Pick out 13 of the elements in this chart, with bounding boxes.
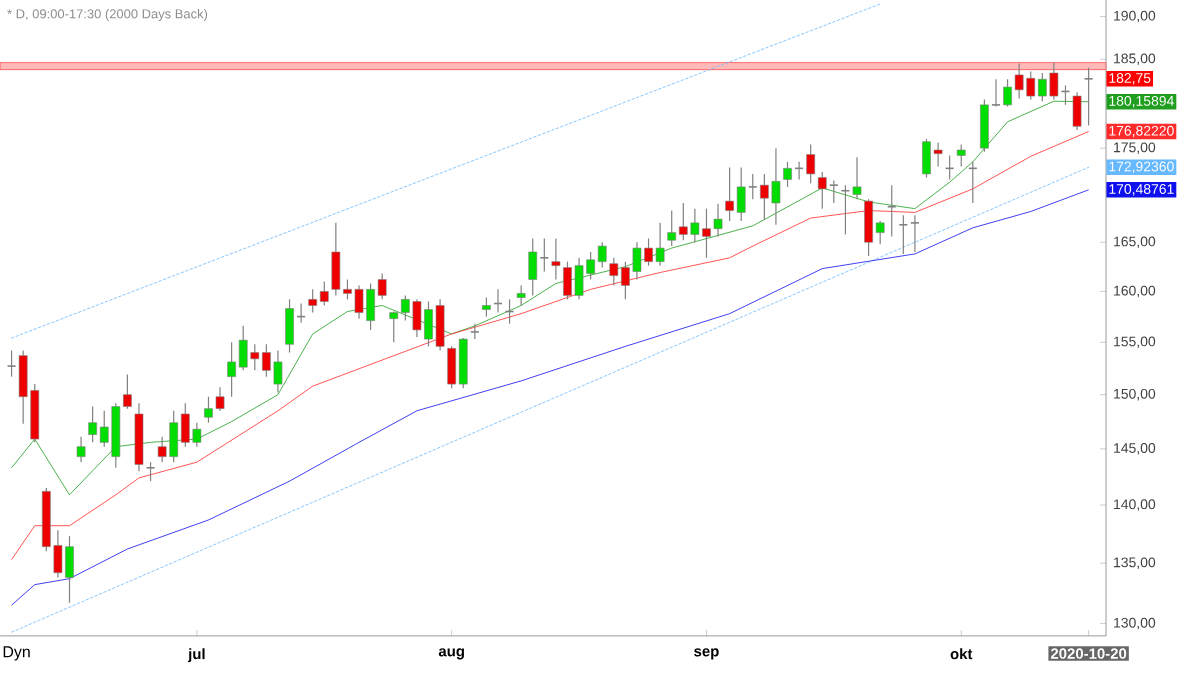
candlestick xyxy=(886,184,897,238)
candlestick xyxy=(551,237,561,281)
candlestick xyxy=(482,296,491,318)
candlestick xyxy=(1083,67,1094,127)
candlestick xyxy=(1072,91,1082,131)
candlestick xyxy=(516,284,526,307)
candlestick xyxy=(898,214,909,255)
candlestick xyxy=(910,214,920,253)
line-series xyxy=(11,131,1090,561)
line-series xyxy=(11,100,1090,496)
candlestick xyxy=(76,436,86,463)
candlestick xyxy=(956,143,966,167)
candlestick xyxy=(145,461,156,482)
